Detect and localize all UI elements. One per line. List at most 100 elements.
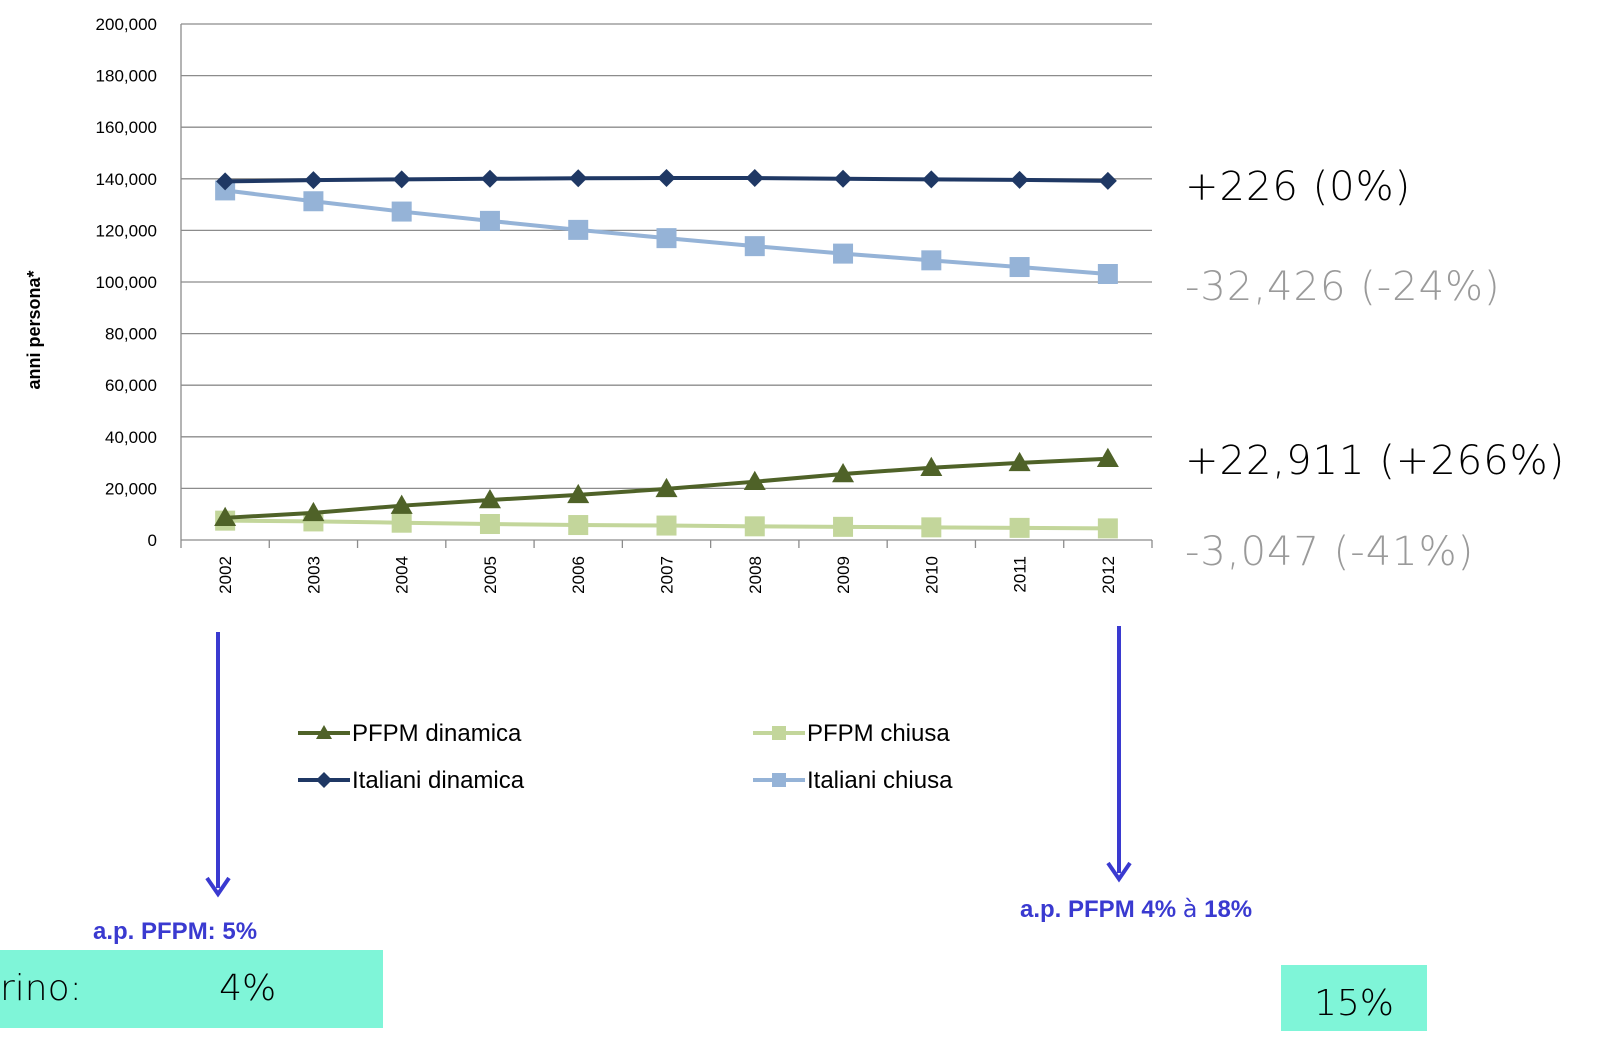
data-point-pfpm-chiusa xyxy=(479,514,500,535)
left-callout-box: rino: 4% xyxy=(0,950,383,1028)
data-point-pfpm-chiusa xyxy=(1009,517,1030,538)
x-tick-label: 2008 xyxy=(746,556,765,594)
data-point-pfpm-dinamica xyxy=(1096,447,1119,467)
data-point-pfpm-dinamica xyxy=(920,456,943,477)
legend-label: PFPM chiusa xyxy=(807,720,950,747)
y-axis-ticks: 0 20,000 40,000 60,000 80,000 100,000 120,000 1… xyxy=(96,15,157,550)
legend-label: Italiani dinamica xyxy=(352,767,525,794)
data-point-italiani-dinamica xyxy=(657,169,676,188)
data-point-italiani-chiusa xyxy=(568,219,589,240)
data-point-pfpm-dinamica xyxy=(214,506,237,527)
right-callout-arrow-glyph: à xyxy=(1182,895,1198,923)
data-point-italiani-chiusa xyxy=(391,201,412,222)
legend-item-italiani-chiusa: Italiani chiusa xyxy=(753,767,953,794)
y-tick-label: 40,000 xyxy=(105,428,157,447)
x-tick-label: 2004 xyxy=(393,556,412,594)
data-point-italiani-dinamica xyxy=(480,169,499,188)
data-point-pfpm-dinamica xyxy=(478,489,501,509)
annotation-label: -3,047 (-41%) xyxy=(1185,529,1474,575)
data-point-italiani-chiusa xyxy=(303,191,324,212)
annotation-label: +22,911 (+266%) xyxy=(1185,438,1565,484)
legend-marker xyxy=(772,773,786,787)
y-tick-label: 0 xyxy=(148,531,157,550)
x-tick-label: 2005 xyxy=(481,556,500,594)
series-italiani-chiusa xyxy=(215,180,1118,285)
legend-marker xyxy=(316,772,332,788)
legend-marker xyxy=(772,726,786,740)
data-point-pfpm-dinamica xyxy=(832,462,855,483)
callout-arrows xyxy=(205,626,1132,898)
data-point-pfpm-chiusa xyxy=(921,517,942,538)
data-point-italiani-dinamica xyxy=(216,172,235,191)
y-tick-label: 180,000 xyxy=(96,67,157,86)
y-tick-label: 200,000 xyxy=(96,15,157,34)
data-point-italiani-dinamica xyxy=(922,170,941,189)
x-tick-label: 2010 xyxy=(922,556,941,594)
y-axis-label: anni persona* xyxy=(24,270,44,389)
y-tick-label: 160,000 xyxy=(96,118,157,137)
legend-marker xyxy=(316,725,332,739)
series-annotations: +226 (0%) -32,426 (-24%) +22,911 (+266%) -3… xyxy=(1185,164,1565,575)
data-point-pfpm-chiusa xyxy=(391,512,412,533)
arrow-head xyxy=(205,876,231,898)
data-point-italiani-dinamica xyxy=(834,169,853,188)
data-point-italiani-dinamica xyxy=(304,171,323,190)
annotation-label: +226 (0%) xyxy=(1185,164,1411,210)
data-point-pfpm-dinamica xyxy=(1008,451,1031,472)
right-callout-box-text: 15% xyxy=(1313,983,1394,1024)
x-tick-label: 2009 xyxy=(834,556,853,594)
data-point-italiani-chiusa xyxy=(744,236,765,257)
x-tick-label: 2012 xyxy=(1099,556,1118,594)
legend: PFPM dinamica PFPM chiusa Italiani dinamic… xyxy=(298,720,953,794)
x-tick-label: 2007 xyxy=(658,556,677,594)
data-point-pfpm-chiusa xyxy=(744,516,765,537)
data-point-italiani-chiusa xyxy=(479,210,500,231)
y-tick-label: 20,000 xyxy=(105,479,157,498)
data-point-pfpm-dinamica xyxy=(390,494,413,514)
y-tick-label: 140,000 xyxy=(96,170,157,189)
series-italiani-dinamica xyxy=(216,169,1117,191)
y-tick-label: 60,000 xyxy=(105,376,157,395)
data-point-italiani-chiusa xyxy=(215,180,236,201)
data-point-italiani-chiusa xyxy=(656,228,677,249)
data-point-pfpm-chiusa xyxy=(833,516,854,537)
data-point-italiani-dinamica xyxy=(569,169,588,188)
legend-item-pfpm-chiusa: PFPM chiusa xyxy=(753,720,950,747)
data-point-pfpm-chiusa xyxy=(568,515,589,536)
series-pfpm-chiusa xyxy=(215,510,1118,539)
data-point-pfpm-dinamica xyxy=(655,477,678,498)
y-tick-label: 80,000 xyxy=(105,325,157,344)
data-point-italiani-chiusa xyxy=(1009,257,1030,278)
data-point-italiani-dinamica xyxy=(1098,171,1117,190)
right-callout-box: 15% xyxy=(1281,965,1427,1031)
data-point-italiani-dinamica xyxy=(745,169,764,188)
data-point-italiani-dinamica xyxy=(1010,170,1029,189)
left-callout-box-text: rino: 4% xyxy=(0,968,277,1009)
x-tick-label: 2011 xyxy=(1011,556,1030,593)
x-tick-label: 2003 xyxy=(304,556,323,594)
series-pfpm-dinamica xyxy=(214,447,1119,527)
x-axis-ticks: 2002 2003 2004 2005 2006 2007 2008 2009 2010 2011… xyxy=(180,540,1153,594)
legend-label: Italiani chiusa xyxy=(807,767,953,794)
data-point-pfpm-chiusa xyxy=(656,515,677,536)
right-callout-label: a.p. PFPM 4% à 18% xyxy=(1020,895,1252,924)
data-point-italiani-chiusa xyxy=(921,250,942,271)
right-callout-label-end: 18% xyxy=(1204,896,1253,923)
data-point-italiani-chiusa xyxy=(833,243,854,264)
right-callout-label-start: a.p. PFPM 4% xyxy=(1020,896,1177,923)
legend-item-pfpm-dinamica: PFPM dinamica xyxy=(298,720,522,747)
x-tick-label: 2002 xyxy=(216,556,235,594)
annotation-label: -32,426 (-24%) xyxy=(1185,264,1501,310)
series-lines xyxy=(214,169,1119,539)
data-point-pfpm-dinamica xyxy=(302,501,325,522)
right-callout-arrow xyxy=(1106,626,1132,883)
left-callout-label: a.p. PFPM: 5% xyxy=(93,918,258,945)
arrow-head xyxy=(1106,861,1132,883)
left-callout-arrow xyxy=(205,632,231,898)
data-point-pfpm-dinamica xyxy=(743,470,766,490)
y-tick-label: 100,000 xyxy=(96,273,157,292)
data-point-italiani-dinamica xyxy=(392,170,411,189)
legend-item-italiani-dinamica: Italiani dinamica xyxy=(298,767,525,794)
data-point-pfpm-chiusa xyxy=(1097,518,1118,539)
